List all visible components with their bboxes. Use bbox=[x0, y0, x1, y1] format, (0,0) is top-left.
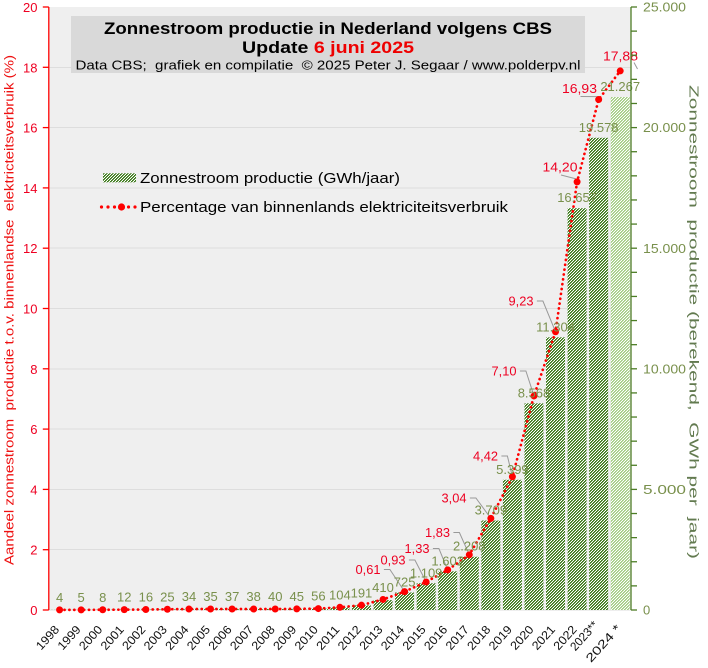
svg-text:25.000: 25.000 bbox=[643, 0, 686, 15]
svg-text:15.000: 15.000 bbox=[643, 241, 686, 256]
svg-text:1,33: 1,33 bbox=[405, 541, 430, 556]
svg-text:Percentage van binnenlands ele: Percentage van binnenlands elektriciteit… bbox=[140, 199, 509, 216]
svg-text:16: 16 bbox=[23, 121, 37, 136]
svg-text:5.399: 5.399 bbox=[496, 462, 529, 477]
svg-text:20: 20 bbox=[23, 0, 37, 15]
svg-text:40: 40 bbox=[268, 589, 282, 604]
svg-text:45: 45 bbox=[290, 589, 304, 604]
svg-text:16: 16 bbox=[139, 590, 153, 605]
svg-text:0: 0 bbox=[30, 603, 37, 618]
svg-text:8: 8 bbox=[99, 590, 106, 605]
svg-text:410: 410 bbox=[372, 580, 394, 595]
svg-text:14: 14 bbox=[23, 181, 37, 196]
svg-text:12: 12 bbox=[117, 590, 131, 605]
svg-text:19.578: 19.578 bbox=[579, 120, 619, 135]
svg-text:191: 191 bbox=[351, 585, 373, 600]
svg-text:Zonnestroom productie (bereke: Zonnestroom productie (berekend, GWh per… bbox=[687, 85, 702, 559]
svg-text:1.602: 1.602 bbox=[431, 553, 464, 568]
svg-text:0,61: 0,61 bbox=[356, 562, 381, 577]
svg-text:14,20: 14,20 bbox=[543, 160, 578, 175]
svg-text:1.109: 1.109 bbox=[410, 565, 443, 580]
svg-text:2: 2 bbox=[30, 543, 37, 558]
svg-text:37: 37 bbox=[225, 589, 239, 604]
svg-text:38: 38 bbox=[246, 589, 260, 604]
svg-text:17,88: 17,88 bbox=[603, 49, 638, 64]
svg-text:20.000: 20.000 bbox=[643, 120, 686, 135]
svg-text:4,42: 4,42 bbox=[473, 449, 498, 464]
svg-text:9,23: 9,23 bbox=[509, 294, 534, 309]
svg-text:21.267: 21.267 bbox=[600, 79, 640, 94]
svg-text:104: 104 bbox=[329, 587, 351, 602]
svg-text:4: 4 bbox=[30, 482, 37, 497]
svg-text:34: 34 bbox=[182, 589, 196, 604]
svg-text:8: 8 bbox=[30, 362, 37, 377]
svg-text:1,83: 1,83 bbox=[425, 525, 450, 540]
svg-text:10.000: 10.000 bbox=[643, 361, 686, 376]
svg-text:10: 10 bbox=[23, 302, 37, 317]
svg-text:8.568: 8.568 bbox=[518, 385, 551, 400]
svg-text:2.208: 2.208 bbox=[453, 539, 486, 554]
svg-text:7,10: 7,10 bbox=[492, 364, 517, 379]
svg-text:5: 5 bbox=[78, 590, 85, 605]
svg-text:3,04: 3,04 bbox=[442, 491, 467, 506]
svg-text:0,93: 0,93 bbox=[381, 553, 406, 568]
svg-text:725: 725 bbox=[394, 575, 416, 590]
svg-text:18: 18 bbox=[23, 60, 37, 75]
svg-text:Aandeel zonnestroom productie: Aandeel zonnestroom productie t.o.v. bin… bbox=[1, 55, 16, 565]
svg-text:3.709: 3.709 bbox=[475, 503, 508, 518]
svg-text:35: 35 bbox=[203, 589, 217, 604]
svg-text:Data CBS; grafiek en compilat: Data CBS; grafiek en compilatie © 2025 P… bbox=[76, 57, 581, 72]
svg-text:16.657: 16.657 bbox=[557, 190, 597, 205]
svg-text:5.000: 5.000 bbox=[643, 482, 686, 497]
svg-text:4: 4 bbox=[56, 590, 63, 605]
svg-text:Update 6 juni 2025: Update 6 juni 2025 bbox=[242, 38, 414, 57]
svg-text:12: 12 bbox=[23, 241, 37, 256]
svg-text:11.304: 11.304 bbox=[536, 319, 575, 334]
svg-text:6: 6 bbox=[30, 422, 37, 437]
svg-text:Zonnestroom productie (GWh/jaa: Zonnestroom productie (GWh/jaar) bbox=[140, 170, 400, 187]
svg-text:25: 25 bbox=[160, 589, 174, 604]
svg-text:56: 56 bbox=[311, 589, 325, 604]
svg-text:Zonnestroom productie in Neder: Zonnestroom productie in Nederland volge… bbox=[104, 19, 552, 38]
svg-text:16,93: 16,93 bbox=[562, 81, 597, 96]
svg-text:0: 0 bbox=[643, 603, 650, 618]
